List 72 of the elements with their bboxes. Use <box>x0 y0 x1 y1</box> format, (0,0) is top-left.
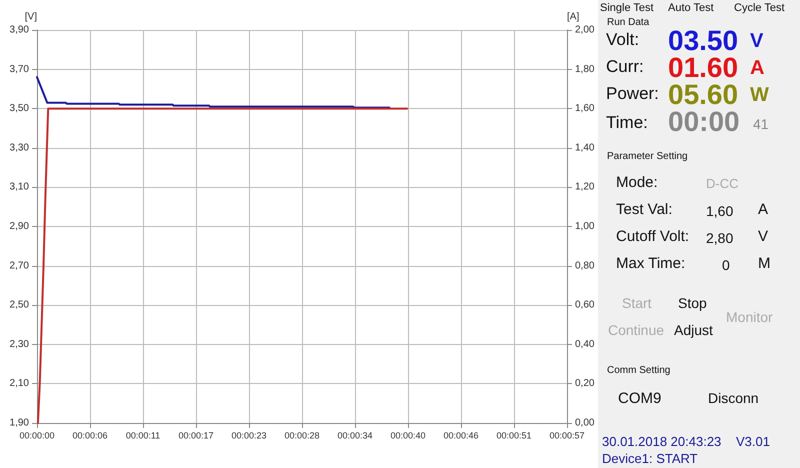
y2-tick-label: 1,80 <box>575 64 595 75</box>
y-tick-label: 2,70 <box>10 260 30 272</box>
text: Comm Setting <box>607 365 670 376</box>
text: 0 <box>722 257 730 273</box>
text: Mode: <box>616 174 658 191</box>
text: Max Time: <box>616 255 686 272</box>
y2-axis-title: [A] <box>567 12 580 22</box>
text: Time: <box>606 113 648 133</box>
text: Curr: <box>606 57 644 77</box>
text: Run Data <box>607 17 650 28</box>
text: Device1: START <box>602 451 698 466</box>
text: Parameter Setting <box>607 151 688 162</box>
x-tick-label: 00:00:06 <box>72 430 108 440</box>
text: Single Test <box>600 2 654 14</box>
y2-tick-label: 0,80 <box>575 260 595 272</box>
text: Stop <box>678 295 707 311</box>
text: Adjust <box>674 322 713 338</box>
text: Auto Test <box>668 2 714 14</box>
y-tick-label: 3,70 <box>10 64 30 75</box>
x-tick-label: 00:00:34 <box>337 430 373 440</box>
text: Power: <box>606 84 659 104</box>
text: V <box>750 30 764 53</box>
y-tick-label: 3,90 <box>10 24 30 36</box>
text: W <box>750 84 769 107</box>
text: 1,60 <box>706 203 734 219</box>
y2-tick-label: 1,00 <box>575 221 595 232</box>
text: D-CC <box>706 176 738 191</box>
y2-tick-label: 1,60 <box>575 103 595 114</box>
text: Continue <box>608 322 664 338</box>
line-series <box>36 76 390 109</box>
text: M <box>758 255 770 272</box>
y-tick-label: 3,30 <box>10 142 30 154</box>
x-tick-label: 00:00:51 <box>496 430 532 440</box>
text: Start <box>622 295 652 311</box>
y2-tick-label: 1,40 <box>575 142 595 154</box>
text: A <box>750 57 764 80</box>
y2-tick-label: 0,40 <box>575 338 595 350</box>
text: Volt: <box>606 30 640 50</box>
text: 41 <box>753 116 769 132</box>
text: 30.01.2018 20:43:23 <box>602 434 722 449</box>
text: Cycle Test <box>734 2 785 14</box>
text: A <box>758 201 768 218</box>
y2-tick-label: 0,00 <box>575 418 595 428</box>
y2-tick-label: 2,00 <box>575 24 595 36</box>
x-tick-label: 00:00:00 <box>19 430 55 440</box>
x-tick-label: 00:00:23 <box>231 430 267 440</box>
x-tick-label: 00:00:46 <box>443 430 479 440</box>
y2-tick-label: 1,20 <box>575 182 595 193</box>
x-tick-label: 00:00:40 <box>390 430 426 440</box>
x-tick-label: 00:00:17 <box>178 430 214 440</box>
text: V <box>758 228 768 245</box>
x-tick-label: 00:00:11 <box>126 430 160 440</box>
y-tick-label: 1,90 <box>10 418 30 428</box>
y-tick-label: 2,10 <box>10 378 30 390</box>
y2-tick-label: 0,60 <box>575 300 595 311</box>
text: Disconn <box>708 390 759 406</box>
text: Monitor <box>726 309 773 325</box>
y-tick-label: 3,10 <box>10 182 30 193</box>
y-tick-label: 2,30 <box>10 338 30 350</box>
text: Test Val: <box>616 201 672 218</box>
x-tick-label: 00:00:57 <box>549 430 585 440</box>
y-tick-label: 2,50 <box>10 300 30 311</box>
y-axis-title: [V] <box>24 12 38 22</box>
x-tick-label: 00:00:28 <box>284 430 320 440</box>
text: Cutoff Volt: <box>616 228 690 245</box>
y-tick-label: 2,90 <box>10 221 30 232</box>
text: V3.01 <box>736 434 770 449</box>
y-tick-label: 3,50 <box>10 103 30 114</box>
text: 2,80 <box>706 230 734 246</box>
line-series <box>36 108 408 424</box>
y2-tick-label: 0,20 <box>575 378 595 390</box>
text: COM9 <box>618 390 662 407</box>
